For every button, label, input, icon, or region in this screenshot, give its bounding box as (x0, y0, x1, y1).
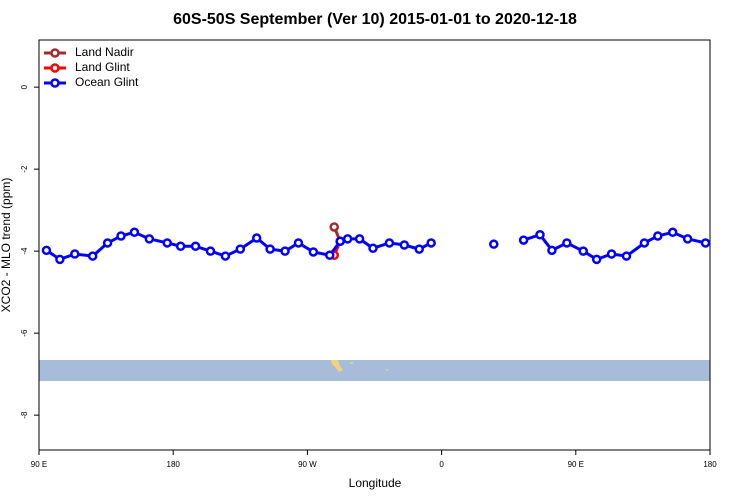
point (518, 235, 529, 245)
legend-marker (50, 48, 60, 58)
point (129, 227, 140, 238)
point (621, 251, 632, 261)
x-tick-label: 90 E (31, 460, 47, 469)
y-axis-label: XCO2 - MLO trend (ppm) (0, 178, 13, 313)
point (251, 233, 262, 243)
point (175, 241, 186, 251)
y-tick-label: -4 (20, 247, 29, 255)
point (235, 244, 246, 254)
point (414, 244, 424, 254)
point (547, 245, 557, 256)
x-tick-label: 180 (167, 460, 181, 469)
point (41, 245, 52, 256)
legend-label: Land Nadir (75, 45, 134, 59)
x-axis-label: Longitude (349, 476, 402, 490)
point (293, 238, 304, 248)
y-tick-label: -2 (20, 165, 29, 173)
point (342, 234, 353, 244)
point (220, 251, 231, 261)
point (591, 254, 602, 265)
point (399, 240, 410, 250)
point (205, 246, 216, 256)
point (265, 244, 275, 254)
point (368, 243, 378, 254)
point (70, 249, 80, 259)
point (562, 238, 572, 248)
map-strip (39, 360, 710, 381)
point (190, 241, 201, 251)
point (335, 236, 345, 247)
x-tick-label: 90 W (298, 460, 317, 469)
y-tick-label: -6 (20, 329, 29, 337)
point (653, 231, 663, 241)
point (489, 239, 499, 249)
point (700, 238, 711, 248)
y-tick-label: 0 (20, 84, 29, 89)
point (55, 254, 65, 265)
point (162, 238, 172, 248)
plot-frame (38, 39, 711, 451)
map-land (331, 360, 388, 372)
point (535, 230, 545, 240)
point (578, 246, 589, 256)
legend-marker (50, 63, 60, 73)
point (354, 234, 365, 244)
point (639, 238, 650, 248)
point (606, 249, 617, 259)
point (116, 231, 126, 241)
point (682, 234, 693, 244)
point (426, 238, 436, 248)
y-tick-label: -8 (20, 411, 29, 419)
x-tick-label: 90 E (568, 460, 584, 469)
x-tick-label: 180 (703, 460, 717, 469)
point (329, 222, 339, 232)
point (308, 247, 319, 257)
legend-label: Land Glint (75, 60, 130, 74)
point (384, 238, 395, 248)
legend-label: Ocean Glint (75, 75, 139, 89)
x-tick-label: 0 (439, 460, 444, 469)
point (87, 251, 98, 261)
point (102, 238, 113, 248)
point (144, 234, 155, 244)
chart-title: 60S-50S September (Ver 10) 2015-01-01 to… (173, 11, 577, 28)
point (667, 227, 678, 238)
point (280, 246, 290, 256)
legend-marker (50, 78, 60, 88)
point (325, 250, 335, 260)
